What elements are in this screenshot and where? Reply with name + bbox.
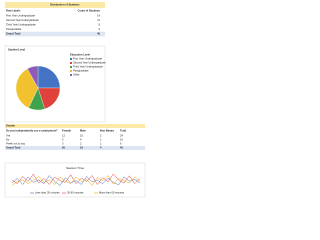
cell: 2: [100, 134, 102, 138]
pie-slice: [37, 65, 61, 89]
total-cell: Grand Total: [6, 32, 21, 36]
total-row: [5, 31, 105, 37]
cell: Third Year Undergraduate: [6, 23, 36, 27]
legend-label: Third Year Undergraduate: [73, 65, 103, 69]
cell: 10: [80, 134, 83, 138]
legend-label: 30-60 minutes: [67, 191, 84, 195]
pie-title: Student Level: [8, 48, 25, 52]
legend-swatch: [70, 74, 72, 76]
pie-panel: [4, 45, 106, 123]
page: {"table1":{"title":"Distribution of Stud…: [0, 0, 149, 198]
legend-label: First Year Undergraduate: [73, 57, 103, 61]
cell: 24: [120, 134, 123, 138]
pie-slice: [27, 65, 39, 89]
table-title: Gender: [6, 124, 15, 128]
legend-label: Less than 30 minutes: [35, 191, 60, 195]
cell: 6: [99, 27, 101, 31]
line-series: [11, 175, 141, 186]
total-cell: 40: [120, 146, 123, 150]
header-cell: Male: [80, 129, 86, 133]
legend-title: Education Level: [70, 53, 90, 57]
legend-swatch: [70, 66, 72, 68]
cell: 6: [120, 142, 122, 146]
legend-label: Postgraduate: [73, 69, 89, 73]
cell: 1: [100, 138, 102, 142]
legend-swatch: [70, 58, 72, 60]
legend-swatch: [70, 62, 72, 64]
legend-swatch: [70, 70, 72, 72]
cell: 3: [62, 142, 64, 146]
cell: First Year Undergraduate: [6, 14, 36, 18]
header-row: [5, 124, 145, 128]
cell: 2: [80, 142, 82, 146]
cell: 4: [80, 138, 82, 142]
header-cell: Do you independently use a smartphone?: [6, 129, 58, 133]
total-cell: 20: [62, 146, 65, 150]
pie-slice: [15, 68, 39, 109]
header-cell: Row Labels: [6, 9, 21, 13]
cell: Prefer not to say: [6, 142, 26, 146]
line-title: Session Time: [66, 166, 84, 170]
cell: 1: [100, 142, 102, 146]
line-panel: [4, 162, 146, 198]
header-cell: Non-Binary: [100, 129, 115, 133]
legend-label: Other: [73, 73, 80, 77]
total-row: [5, 146, 145, 150]
table-title: Distribution of Students: [50, 3, 80, 7]
line-series: [11, 173, 141, 185]
cell: Postgraduate: [6, 27, 22, 31]
cell: Second Year Undergraduate: [6, 18, 39, 22]
total-cell: 4: [100, 146, 102, 150]
legend-label: Second Year Undergraduate: [73, 61, 106, 65]
document: Student Level Education Level Session Ti…: [0, 0, 149, 198]
header-row: [5, 2, 105, 8]
legend-label: More than 60 minutes: [99, 191, 125, 195]
cell: 11: [97, 18, 100, 22]
total-cell: Grand Total: [6, 146, 21, 150]
total-cell: 16: [80, 146, 83, 150]
cell: 14: [97, 14, 100, 18]
cell: 12: [62, 134, 65, 138]
cell: 10: [120, 138, 123, 142]
cell: Yes: [6, 134, 11, 138]
header-cell: Total: [120, 129, 126, 133]
total-cell: 40: [97, 32, 100, 36]
line-series: [11, 175, 141, 186]
cell: 5: [62, 138, 64, 142]
header-cell: Count of Students: [78, 9, 101, 13]
cell: 9: [99, 23, 101, 27]
cell: No: [6, 138, 10, 142]
header-cell: Female: [62, 129, 71, 133]
